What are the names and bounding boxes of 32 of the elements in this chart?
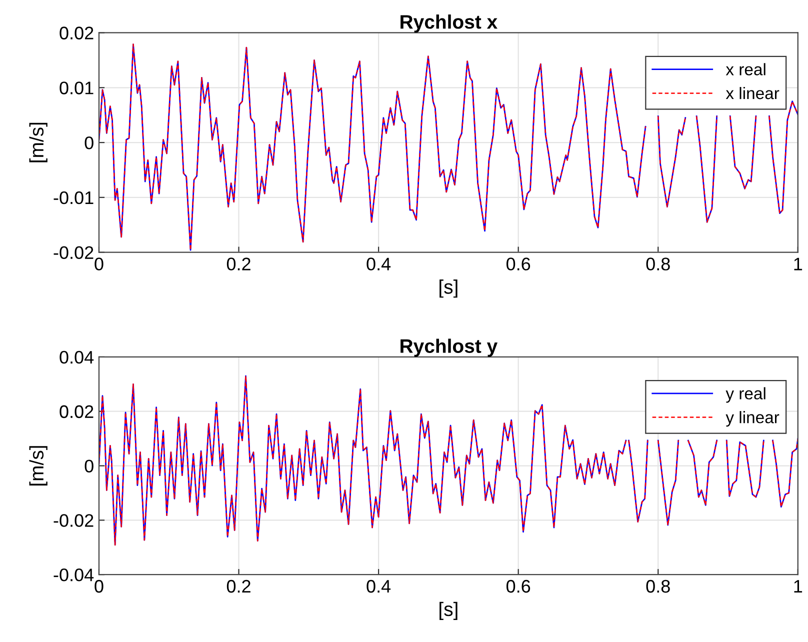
y-tick-label: -0.04 bbox=[54, 568, 94, 582]
y-tick-label: -0.02 bbox=[54, 246, 94, 260]
y-tick-label: 0 bbox=[84, 136, 94, 150]
y-tick-label: 0.02 bbox=[60, 405, 94, 418]
x-tick-label: 0.2 bbox=[226, 258, 250, 270]
y-axis-title: [m/s] bbox=[29, 122, 48, 162]
x-tick-label: 0.6 bbox=[506, 258, 530, 270]
x-tick-label: 0.4 bbox=[366, 580, 391, 593]
x-axis-title: [s] bbox=[440, 280, 458, 298]
x-tick-label: 0.6 bbox=[506, 580, 530, 593]
legend-label: x real bbox=[726, 63, 766, 76]
y-tick-label: -0.01 bbox=[54, 191, 94, 204]
y-tick-label: -0.02 bbox=[54, 514, 94, 527]
x-tick-label: 0.8 bbox=[646, 580, 670, 593]
x-tick-label: 0.2 bbox=[226, 580, 250, 593]
legend-label: y real bbox=[726, 387, 766, 403]
legend-label: y linear bbox=[726, 411, 780, 427]
y-tick-label: 0.01 bbox=[60, 82, 94, 94]
y-tick-label: 0.02 bbox=[60, 26, 94, 40]
y-axis-title: [m/s] bbox=[29, 446, 48, 486]
chart-title: Rychlost y bbox=[400, 338, 498, 357]
x-tick-label: 1 bbox=[794, 580, 802, 593]
x-axis-title: [s] bbox=[440, 602, 458, 620]
x-tick-label: 0.8 bbox=[646, 258, 670, 270]
y-tick-label: 0 bbox=[84, 460, 94, 472]
x-tick-label: 0 bbox=[94, 258, 104, 270]
legend-label: x linear bbox=[726, 86, 780, 100]
x-tick-label: 0 bbox=[94, 580, 104, 593]
chart-title: Rychlost x bbox=[400, 14, 498, 33]
y-tick-label: 0.04 bbox=[60, 350, 94, 364]
x-tick-label: 1 bbox=[794, 258, 802, 270]
x-tick-label: 0.4 bbox=[366, 258, 391, 270]
